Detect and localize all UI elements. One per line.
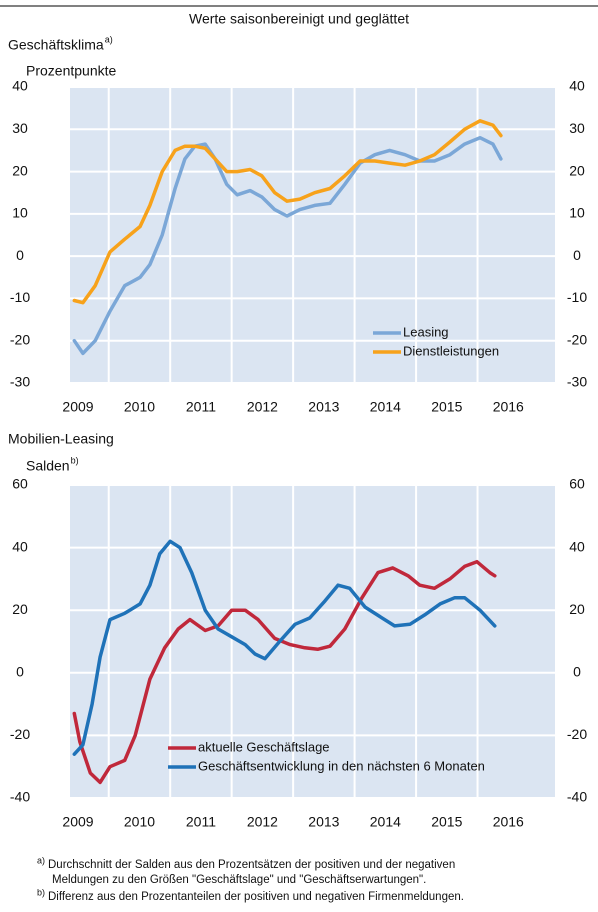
y2-tick-label: 0: [573, 247, 581, 263]
y-tick-label: 20: [12, 162, 28, 178]
y-tick-label: 0: [16, 664, 24, 680]
legend-label: Geschäftsentwicklung in den nächsten 6 M…: [198, 758, 485, 773]
y-tick-label: 20: [12, 601, 28, 617]
plot-area: [70, 87, 555, 383]
footnote-text: Durchschnitt der Salden aus den Prozents…: [48, 859, 455, 871]
y2-tick-label: -20: [567, 726, 587, 742]
x-tick-label: 2011: [186, 814, 216, 830]
x-tick-label: 2011: [186, 399, 216, 415]
legend-label: Dienstleistungen: [403, 343, 499, 358]
chart-title: Mobilien-Leasing: [8, 431, 114, 447]
legend-label: Leasing: [403, 324, 449, 339]
y-tick-label: -20: [10, 331, 30, 347]
footnote-text: Meldungen zu den Größen "Geschäftslage" …: [52, 874, 426, 886]
y2-tick-label: 60: [569, 476, 585, 492]
x-tick-label: 2016: [493, 399, 524, 415]
y2-tick-label: 40: [569, 78, 585, 94]
plot-area: [70, 485, 555, 798]
y2-tick-label: -40: [567, 789, 587, 805]
series-line: [72, 135, 503, 356]
x-tick-label: 2013: [308, 814, 339, 830]
y-tick-label: -20: [10, 726, 30, 742]
x-tick-label: 2016: [493, 814, 524, 830]
x-tick-label: 2015: [431, 399, 462, 415]
x-tick-label: 2012: [247, 399, 278, 415]
y2-tick-label: -20: [567, 331, 587, 347]
y2-tick-label: 10: [569, 205, 585, 221]
x-tick-label: 2009: [62, 399, 93, 415]
y-tick-label: -40: [10, 789, 30, 805]
y-tick-label: -10: [10, 289, 30, 305]
y2-tick-label: 40: [569, 538, 585, 554]
y2-tick-label: 0: [573, 664, 581, 680]
y2-tick-label: 30: [569, 120, 585, 136]
x-tick-label: 2009: [62, 814, 93, 830]
x-tick-label: 2015: [431, 814, 462, 830]
x-tick-label: 2013: [308, 399, 339, 415]
x-tick-label: 2012: [247, 814, 278, 830]
y-axis-label: Prozentpunkte: [26, 63, 116, 79]
y-tick-label: 40: [12, 78, 28, 94]
y2-tick-label: 20: [569, 162, 585, 178]
y-label-note: b): [71, 455, 79, 465]
title-note: a): [105, 34, 113, 44]
y-tick-label: 60: [12, 476, 28, 492]
y-tick-label: 30: [12, 120, 28, 136]
x-tick-label: 2014: [370, 814, 401, 830]
y2-tick-label: -10: [567, 289, 587, 305]
y-tick-label: -30: [10, 374, 30, 390]
footnote-marker: b): [37, 887, 45, 897]
y-tick-label: 40: [12, 538, 28, 554]
chart-title: Geschäftsklima: [8, 37, 104, 53]
x-tick-label: 2010: [124, 814, 155, 830]
series-line: [72, 559, 497, 785]
legend-label: aktuelle Geschäftslage: [198, 739, 330, 754]
page-title: Werte saisonbereinigt und geglättet: [189, 11, 409, 27]
x-tick-label: 2010: [124, 399, 155, 415]
y-tick-label: 10: [12, 205, 28, 221]
series-line: [72, 119, 503, 305]
x-tick-label: 2014: [370, 399, 401, 415]
y-axis-label: Salden: [26, 458, 70, 474]
footnote-marker: a): [37, 855, 45, 865]
footnote-text: Differenz aus den Prozentanteilen der po…: [48, 891, 464, 903]
y-tick-label: 0: [16, 247, 24, 263]
y2-tick-label: 20: [569, 601, 585, 617]
y2-tick-label: -30: [567, 374, 587, 390]
series-line: [72, 539, 497, 756]
